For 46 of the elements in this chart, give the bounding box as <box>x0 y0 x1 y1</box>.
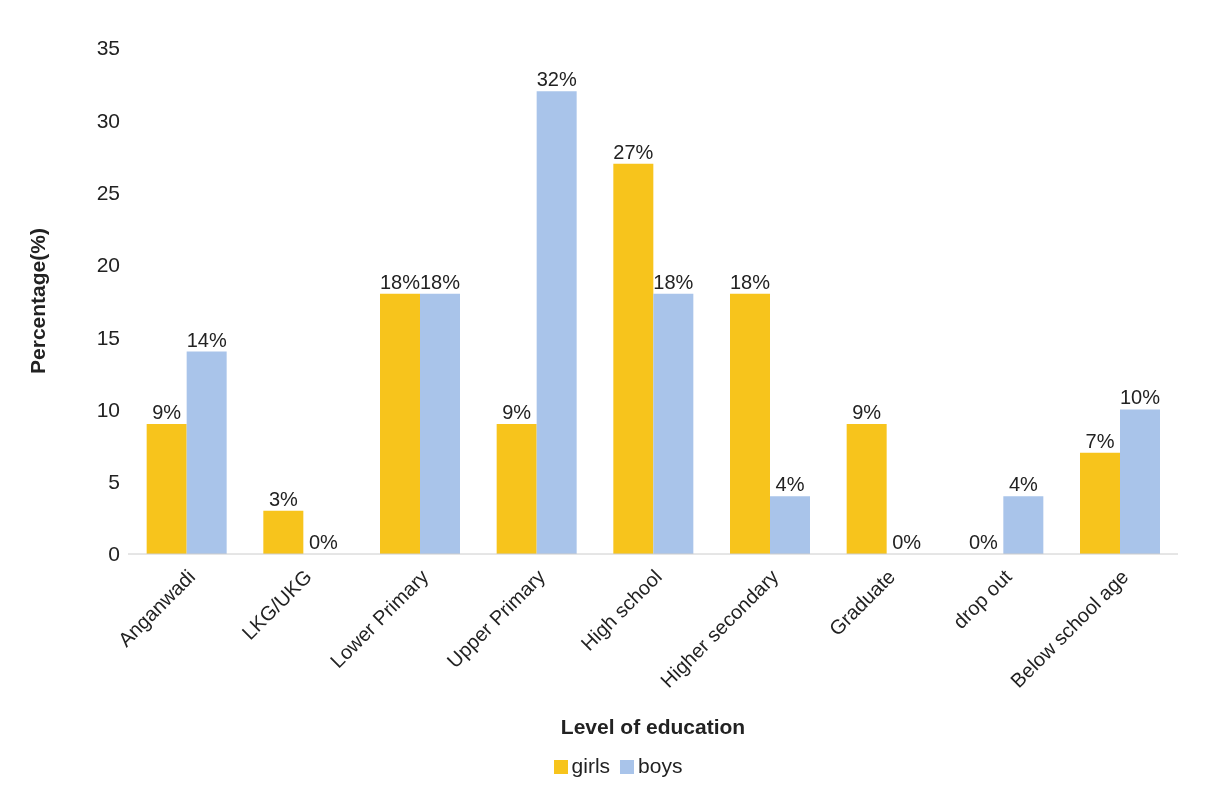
data-label: 18% <box>379 270 421 293</box>
data-label: 9% <box>502 400 532 423</box>
data-label: 3% <box>268 487 298 510</box>
legend-label: girls <box>571 754 611 777</box>
bar <box>263 510 304 554</box>
y-tick-label: 10 <box>96 397 120 421</box>
bar <box>1080 452 1120 554</box>
x-tick-label: drop out <box>948 565 1017 633</box>
data-label: 4% <box>775 473 805 496</box>
data-label: 0% <box>892 530 922 553</box>
y-tick-label: 30 <box>96 108 120 132</box>
bar <box>536 91 577 554</box>
bar <box>146 423 187 554</box>
y-tick-label: 20 <box>96 253 120 277</box>
bar <box>653 293 694 554</box>
data-label: 18% <box>653 270 694 293</box>
bar <box>770 496 810 554</box>
data-label: 14% <box>186 328 227 351</box>
bar <box>613 163 654 554</box>
bar <box>186 351 227 554</box>
bar <box>496 423 537 554</box>
legend-label: boys <box>638 754 683 777</box>
bar <box>730 293 770 554</box>
bar <box>1003 496 1044 554</box>
data-label: 27% <box>613 140 654 163</box>
y-tick-label: 25 <box>96 181 120 205</box>
data-label: 9% <box>152 400 182 423</box>
y-tick-label: 5 <box>108 470 120 494</box>
y-axis-title: Percentage(%) <box>26 228 50 374</box>
x-axis-title: Level of education <box>560 715 746 738</box>
data-label: 18% <box>729 270 771 293</box>
data-label: 4% <box>1008 473 1038 496</box>
bar <box>380 293 420 554</box>
bar <box>1120 409 1160 554</box>
bar <box>420 293 460 554</box>
y-tick-label: 35 <box>96 36 120 60</box>
y-tick-label: 0 <box>108 542 120 566</box>
data-label: 0% <box>968 530 998 553</box>
y-tick-label: 15 <box>96 325 120 349</box>
data-label: 0% <box>308 530 338 553</box>
data-label: 10% <box>1119 386 1161 409</box>
bar <box>846 423 887 554</box>
data-label: 18% <box>419 270 461 293</box>
data-label: 9% <box>852 400 882 423</box>
data-label: 32% <box>536 68 577 91</box>
data-label: 7% <box>1085 429 1115 452</box>
